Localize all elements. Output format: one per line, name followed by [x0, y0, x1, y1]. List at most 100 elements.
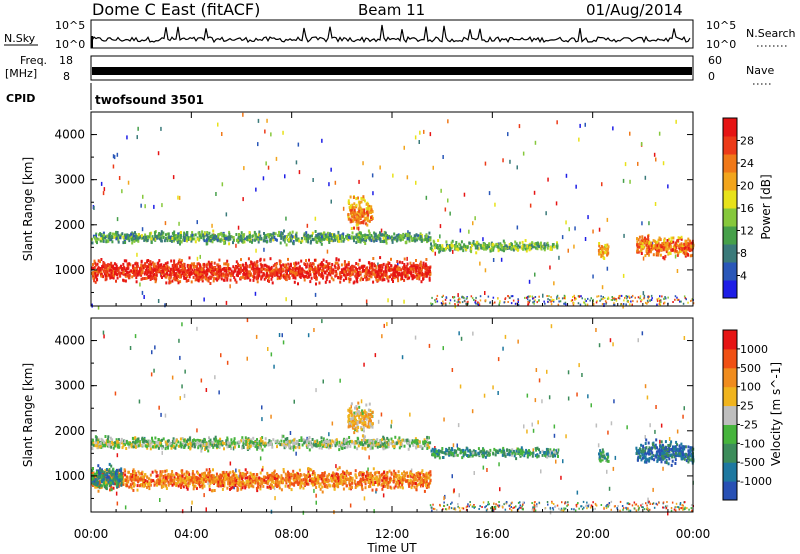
echo-cell: [347, 215, 350, 219]
ground-echo-cell: [607, 296, 610, 299]
echo-cell: [649, 241, 652, 245]
ground-echo-cell: [684, 501, 686, 504]
echo-cell: [206, 238, 208, 242]
echo-cell: [154, 268, 157, 272]
echo-cell: [645, 238, 648, 242]
scatter-cell: [576, 490, 579, 495]
echo-cell: [102, 237, 105, 240]
echo-cell: [290, 264, 292, 268]
ground-echo-cell: [681, 506, 684, 509]
echo-cell: [312, 270, 315, 273]
echo-cell: [636, 249, 639, 252]
ground-echo-cell: [434, 301, 437, 304]
echo-cell: [315, 267, 318, 271]
echo-cell: [366, 234, 369, 238]
echo-cell: [211, 240, 214, 244]
echo-cell: [686, 242, 689, 246]
echo-cell: [343, 273, 345, 277]
echo-cell: [422, 265, 425, 269]
ground-echo-cell: [653, 506, 656, 509]
echo-cell: [268, 270, 271, 274]
scatter-cell: [263, 247, 265, 252]
echo-cell: [658, 246, 661, 250]
ground-echo-cell: [625, 508, 628, 511]
echo-cell: [175, 234, 178, 237]
echo-cell: [116, 273, 118, 277]
scatter-cell: [225, 300, 228, 305]
echo-cell: [254, 236, 257, 240]
ground-echo-cell: [532, 301, 534, 304]
scatter-cell: [458, 493, 460, 498]
echo-cell: [168, 281, 171, 285]
echo-cell: [508, 246, 511, 250]
echo-cell: [366, 236, 369, 239]
scatter-cell: [113, 155, 116, 160]
echo-cell: [425, 264, 428, 268]
scatter-cell: [587, 215, 589, 220]
scatter-cell: [560, 475, 562, 480]
echo-cell: [128, 262, 131, 266]
ground-echo-cell: [683, 295, 686, 298]
echo-cell: [92, 274, 95, 278]
echo-cell: [178, 263, 181, 267]
echo-cell: [393, 232, 396, 236]
echo-cell: [335, 236, 338, 240]
echo-cell: [350, 235, 353, 239]
echo-cell: [288, 239, 290, 243]
scatter-cell: [257, 118, 260, 123]
echo-cell: [358, 232, 361, 236]
echo-cell: [413, 264, 416, 268]
scatter-cell: [439, 224, 442, 229]
scatter-cell: [415, 180, 417, 185]
echo-cell: [102, 269, 105, 273]
echo-cell: [254, 263, 256, 267]
echo-cell: [640, 239, 643, 243]
echo-cell: [372, 257, 375, 260]
echo-cell: [285, 243, 288, 247]
echo-cell: [92, 276, 95, 280]
ground-echo-cell: [478, 508, 480, 510]
echo-cell: [137, 233, 140, 237]
scatter-cell: [523, 424, 525, 429]
ground-echo-cell: [432, 507, 435, 510]
echo-cell: [449, 245, 452, 249]
scatter-cell: [220, 353, 222, 358]
echo-cell: [170, 239, 173, 243]
echo-cell: [347, 238, 350, 242]
ground-echo-cell: [517, 301, 519, 303]
echo-cell: [212, 273, 215, 276]
echo-cell: [235, 481, 237, 485]
ground-echo-cell: [663, 506, 665, 509]
echo-cell: [357, 196, 359, 200]
echo-cell: [450, 241, 453, 245]
echo-cell: [225, 270, 228, 274]
echo-cell: [539, 243, 542, 247]
echo-cell: [160, 236, 163, 240]
ground-echo-cell: [667, 296, 669, 299]
echo-cell: [111, 271, 114, 275]
echo-cell: [115, 263, 118, 267]
scatter-cell: [142, 194, 144, 199]
scatter-cell: [380, 228, 383, 233]
ground-echo-cell: [664, 296, 666, 298]
echo-cell: [168, 276, 171, 280]
ground-echo-cell: [471, 297, 474, 300]
ground-echo-cell: [678, 508, 681, 511]
echo-cell: [353, 265, 356, 269]
echo-cell: [118, 272, 121, 276]
echo-cell: [314, 237, 317, 241]
echo-cell: [598, 252, 601, 256]
echo-cell: [178, 258, 181, 262]
echo-cell: [428, 278, 431, 282]
echo-cell: [326, 274, 329, 278]
echo-cell: [248, 236, 251, 240]
echo-cell: [99, 239, 102, 243]
ground-echo-cell: [643, 297, 645, 300]
echo-cell: [269, 486, 272, 490]
echo-cell: [422, 238, 425, 242]
echo-cell: [444, 247, 447, 250]
echo-cell: [404, 241, 407, 244]
echo-cell: [295, 271, 298, 275]
scatter-cell: [548, 395, 551, 400]
echo-cell: [179, 239, 182, 243]
